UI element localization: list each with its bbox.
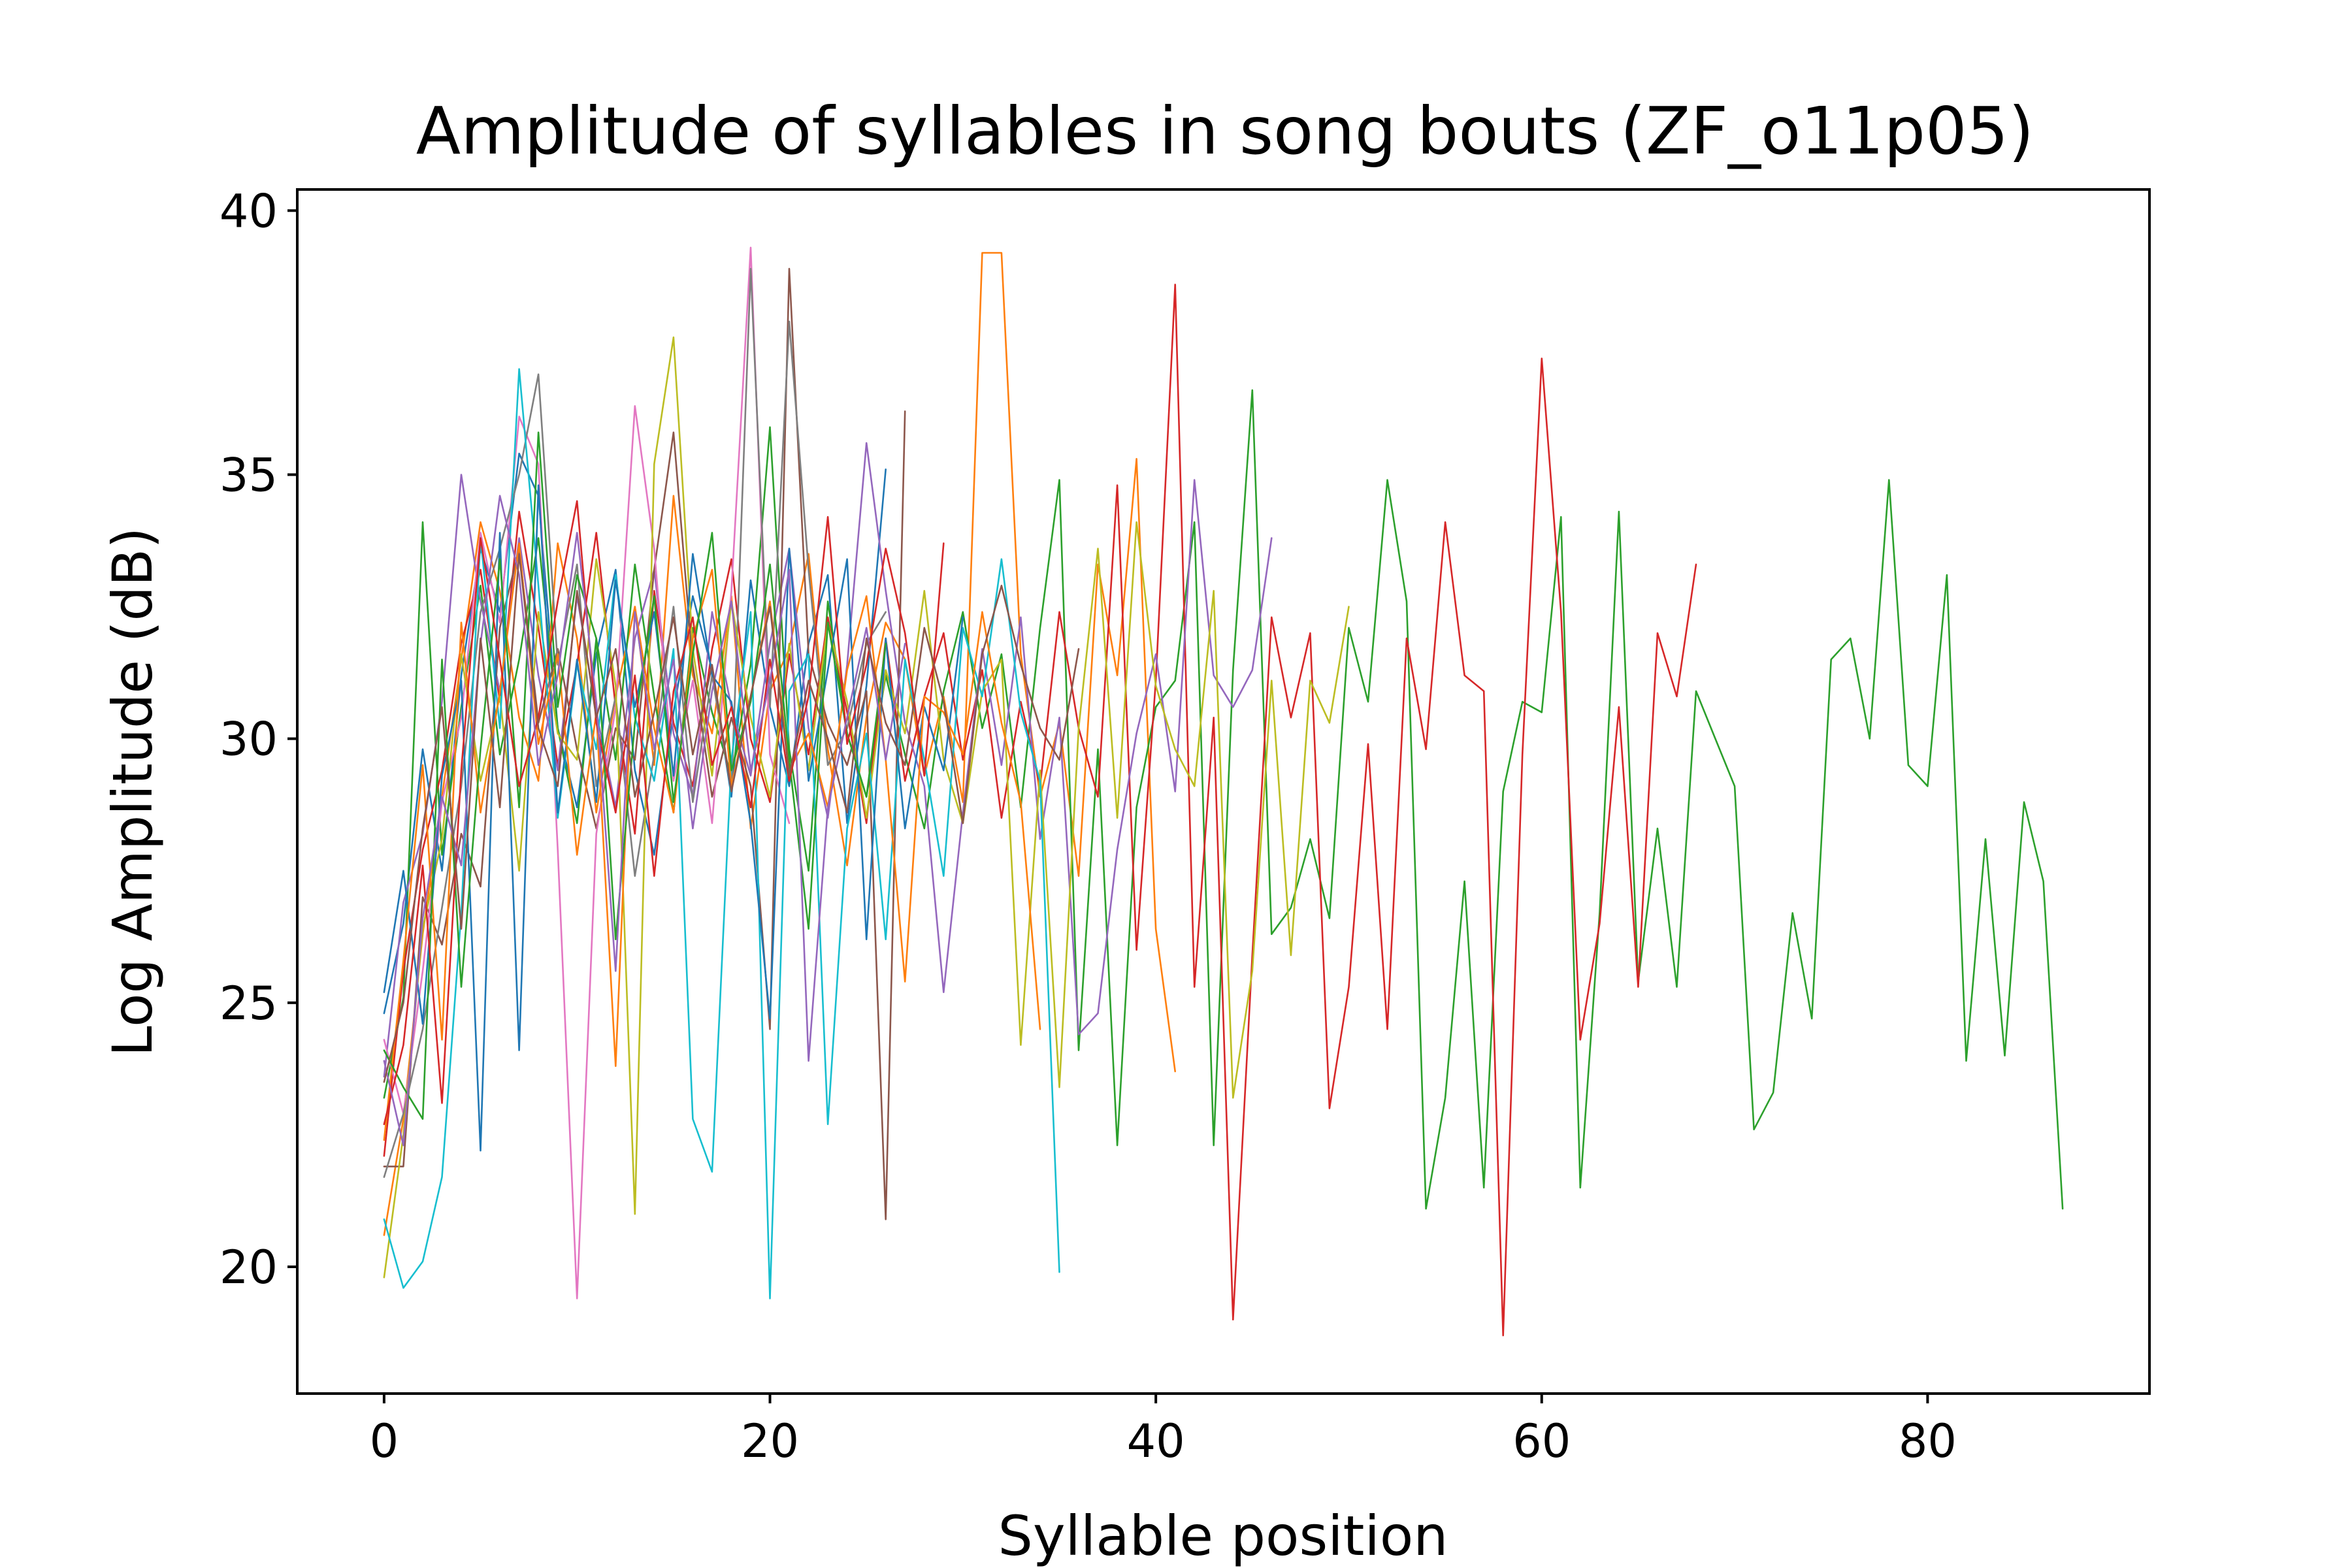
series-line-3 <box>383 389 2064 1210</box>
x-tick-label: 80 <box>1899 1414 1957 1468</box>
y-tick-label: 35 <box>220 449 278 502</box>
series-line-7 <box>383 246 791 1299</box>
series-line-8 <box>383 267 887 1178</box>
x-tick-label: 0 <box>370 1414 399 1468</box>
x-axis-label: Syllable position <box>998 1504 1448 1568</box>
series-line-1 <box>383 452 887 1015</box>
plot-frame <box>296 188 2151 1395</box>
series-line-15 <box>383 495 906 1147</box>
y-tick-label: 30 <box>220 713 278 766</box>
y-tick-label: 40 <box>220 184 278 238</box>
x-tick-label: 20 <box>741 1414 799 1468</box>
y-tick-label: 25 <box>220 977 278 1030</box>
series-line-11 <box>383 484 964 1152</box>
series-line-9 <box>383 336 1350 1279</box>
axes: 0 20 40 60 80 20 25 30 35 40 <box>220 184 1957 1468</box>
series-line-4 <box>383 284 1697 1337</box>
series-line-10 <box>383 368 1060 1299</box>
y-tick-label: 20 <box>220 1241 278 1294</box>
series-line-13 <box>383 431 887 1120</box>
series-line-14 <box>383 500 945 1126</box>
chart-title: Amplitude of syllables in song bouts (ZF… <box>416 93 2034 169</box>
series-line-16 <box>383 553 1080 1083</box>
plot-area <box>383 246 2064 1337</box>
y-axis-label: Log Amplitude (dB) <box>101 527 165 1056</box>
x-tick-label: 60 <box>1512 1414 1571 1468</box>
x-tick-label: 40 <box>1127 1414 1185 1468</box>
